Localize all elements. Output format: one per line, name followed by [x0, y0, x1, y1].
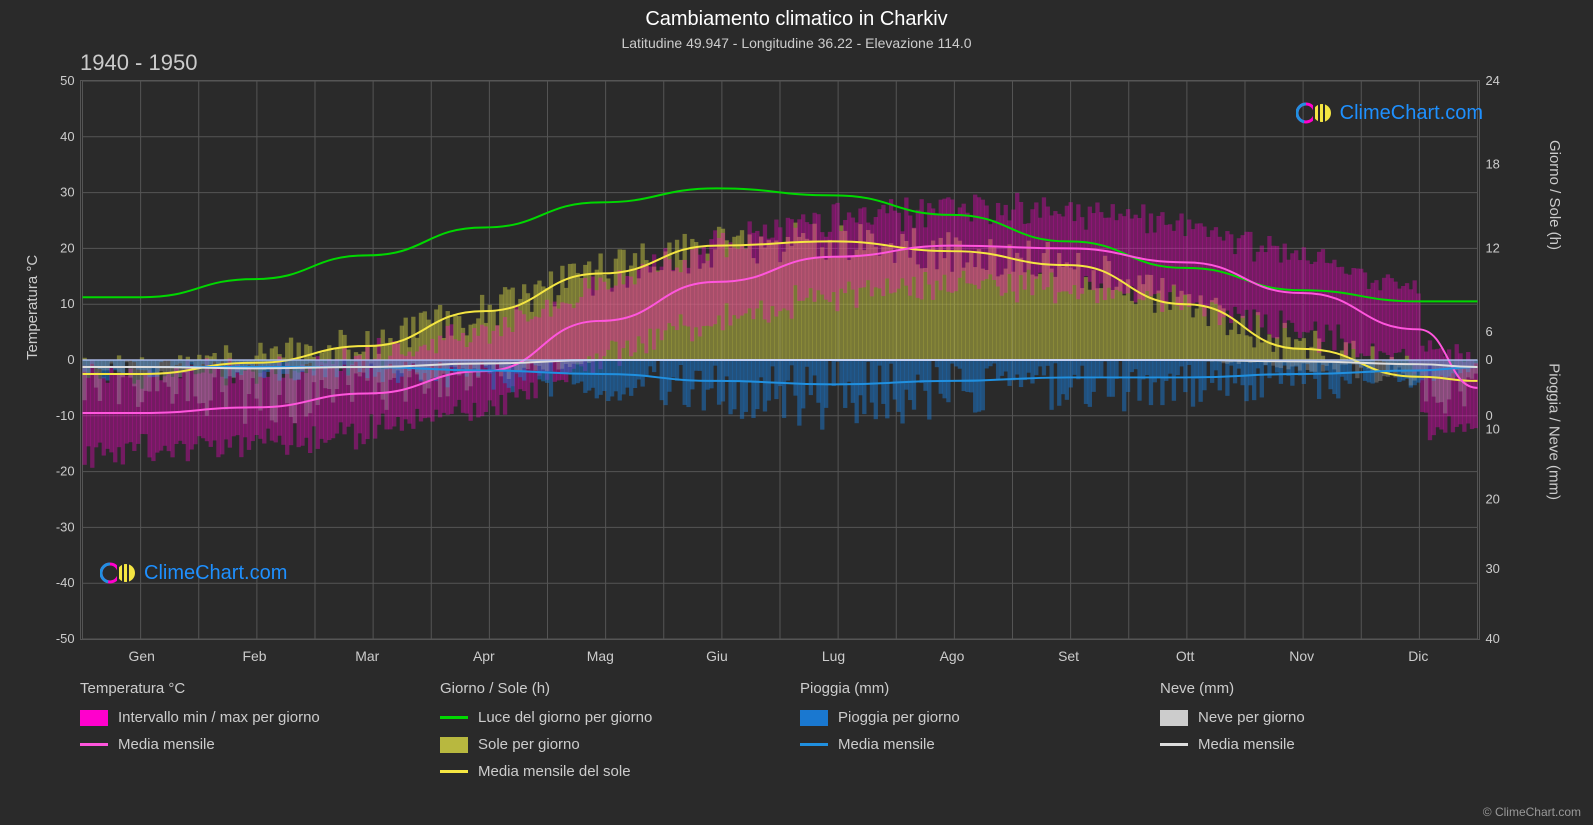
- legend-item: Media mensile: [80, 736, 420, 753]
- watermark-bottom-left: ClimeChart.com: [100, 560, 287, 586]
- svg-text:30: 30: [60, 185, 74, 200]
- legend-item: Sole per giorno: [440, 736, 780, 753]
- legend-item: Media mensile del sole: [440, 763, 780, 780]
- legend-label: Media mensile: [1198, 736, 1295, 753]
- legend-item: Neve per giorno: [1160, 709, 1500, 726]
- svg-text:-50: -50: [56, 631, 75, 646]
- legend-label: Media mensile del sole: [478, 763, 631, 780]
- y-axis-right-precip-label: Pioggia / Neve (mm): [1546, 363, 1563, 500]
- legend-item: Media mensile: [1160, 736, 1500, 753]
- svg-text:20: 20: [60, 240, 74, 255]
- svg-text:Set: Set: [1058, 648, 1079, 664]
- period-label: 1940 - 1950: [80, 50, 197, 76]
- svg-text:30: 30: [1485, 561, 1499, 576]
- legend-swatch: [440, 770, 468, 773]
- watermark-text: ClimeChart.com: [144, 562, 287, 585]
- svg-text:18: 18: [1485, 157, 1499, 172]
- legend-item: Intervallo min / max per giorno: [80, 709, 420, 726]
- svg-text:12: 12: [1485, 240, 1499, 255]
- watermark-top-right: ClimeChart.com: [1296, 100, 1483, 126]
- svg-text:Dic: Dic: [1408, 648, 1428, 664]
- svg-text:Ott: Ott: [1176, 648, 1195, 664]
- chart-svg: -50-40-30-20-100102030405006121824010203…: [81, 81, 1479, 639]
- svg-text:40: 40: [60, 129, 74, 144]
- legend-item: Media mensile: [800, 736, 1140, 753]
- svg-text:-30: -30: [56, 519, 75, 534]
- svg-text:20: 20: [1485, 491, 1499, 506]
- svg-text:10: 10: [1485, 422, 1499, 437]
- legend-label: Intervallo min / max per giorno: [118, 709, 320, 726]
- svg-text:40: 40: [1485, 631, 1499, 646]
- svg-text:10: 10: [60, 296, 74, 311]
- y-axis-left-label: Temperatura °C: [24, 255, 41, 360]
- svg-text:0: 0: [1485, 352, 1492, 367]
- svg-text:Mar: Mar: [355, 648, 379, 664]
- legend-swatch: [440, 737, 468, 753]
- legend-swatch: [1160, 743, 1188, 746]
- svg-text:6: 6: [1485, 324, 1492, 339]
- legend-label: Media mensile: [118, 736, 215, 753]
- legend: Temperatura °C Intervallo min / max per g…: [80, 680, 1500, 780]
- legend-column: Temperatura °C Intervallo min / max per g…: [80, 680, 420, 780]
- legend-item: Pioggia per giorno: [800, 709, 1140, 726]
- svg-text:Nov: Nov: [1289, 648, 1314, 664]
- legend-swatch: [80, 710, 108, 726]
- svg-text:-40: -40: [56, 575, 75, 590]
- svg-text:Lug: Lug: [822, 648, 845, 664]
- legend-label: Pioggia per giorno: [838, 709, 960, 726]
- legend-swatch: [800, 743, 828, 746]
- svg-text:Giu: Giu: [706, 648, 728, 664]
- svg-text:Mag: Mag: [587, 648, 614, 664]
- svg-text:Apr: Apr: [473, 648, 495, 664]
- svg-text:Feb: Feb: [242, 648, 266, 664]
- legend-column: Pioggia (mm) Pioggia per giorno Media mens…: [800, 680, 1140, 780]
- legend-label: Luce del giorno per giorno: [478, 709, 652, 726]
- svg-text:24: 24: [1485, 73, 1499, 88]
- legend-swatch: [440, 716, 468, 719]
- svg-text:-10: -10: [56, 408, 75, 423]
- legend-label: Sole per giorno: [478, 736, 580, 753]
- legend-header: Giorno / Sole (h): [440, 680, 780, 697]
- logo-icon: [1296, 100, 1332, 126]
- legend-swatch: [80, 743, 108, 746]
- chart-subtitle: Latitudine 49.947 - Longitudine 36.22 - …: [0, 31, 1593, 51]
- legend-label: Media mensile: [838, 736, 935, 753]
- logo-icon: [100, 560, 136, 586]
- legend-swatch: [1160, 710, 1188, 726]
- svg-text:0: 0: [1485, 408, 1492, 423]
- legend-swatch: [800, 710, 828, 726]
- chart-plot-area: -50-40-30-20-100102030405006121824010203…: [80, 80, 1480, 640]
- copyright: © ClimeChart.com: [1483, 805, 1581, 819]
- legend-header: Temperatura °C: [80, 680, 420, 697]
- watermark-text: ClimeChart.com: [1340, 102, 1483, 125]
- chart-title: Cambiamento climatico in Charkiv: [0, 0, 1593, 31]
- svg-text:-20: -20: [56, 464, 75, 479]
- legend-header: Neve (mm): [1160, 680, 1500, 697]
- legend-item: Luce del giorno per giorno: [440, 709, 780, 726]
- legend-column: Giorno / Sole (h) Luce del giorno per gio…: [440, 680, 780, 780]
- y-axis-right-hours-label: Giorno / Sole (h): [1546, 140, 1563, 250]
- legend-header: Pioggia (mm): [800, 680, 1140, 697]
- svg-text:Gen: Gen: [129, 648, 155, 664]
- svg-text:0: 0: [67, 352, 74, 367]
- svg-text:50: 50: [60, 73, 74, 88]
- legend-column: Neve (mm) Neve per giorno Media mensile: [1160, 680, 1500, 780]
- svg-text:Ago: Ago: [940, 648, 965, 664]
- legend-label: Neve per giorno: [1198, 709, 1305, 726]
